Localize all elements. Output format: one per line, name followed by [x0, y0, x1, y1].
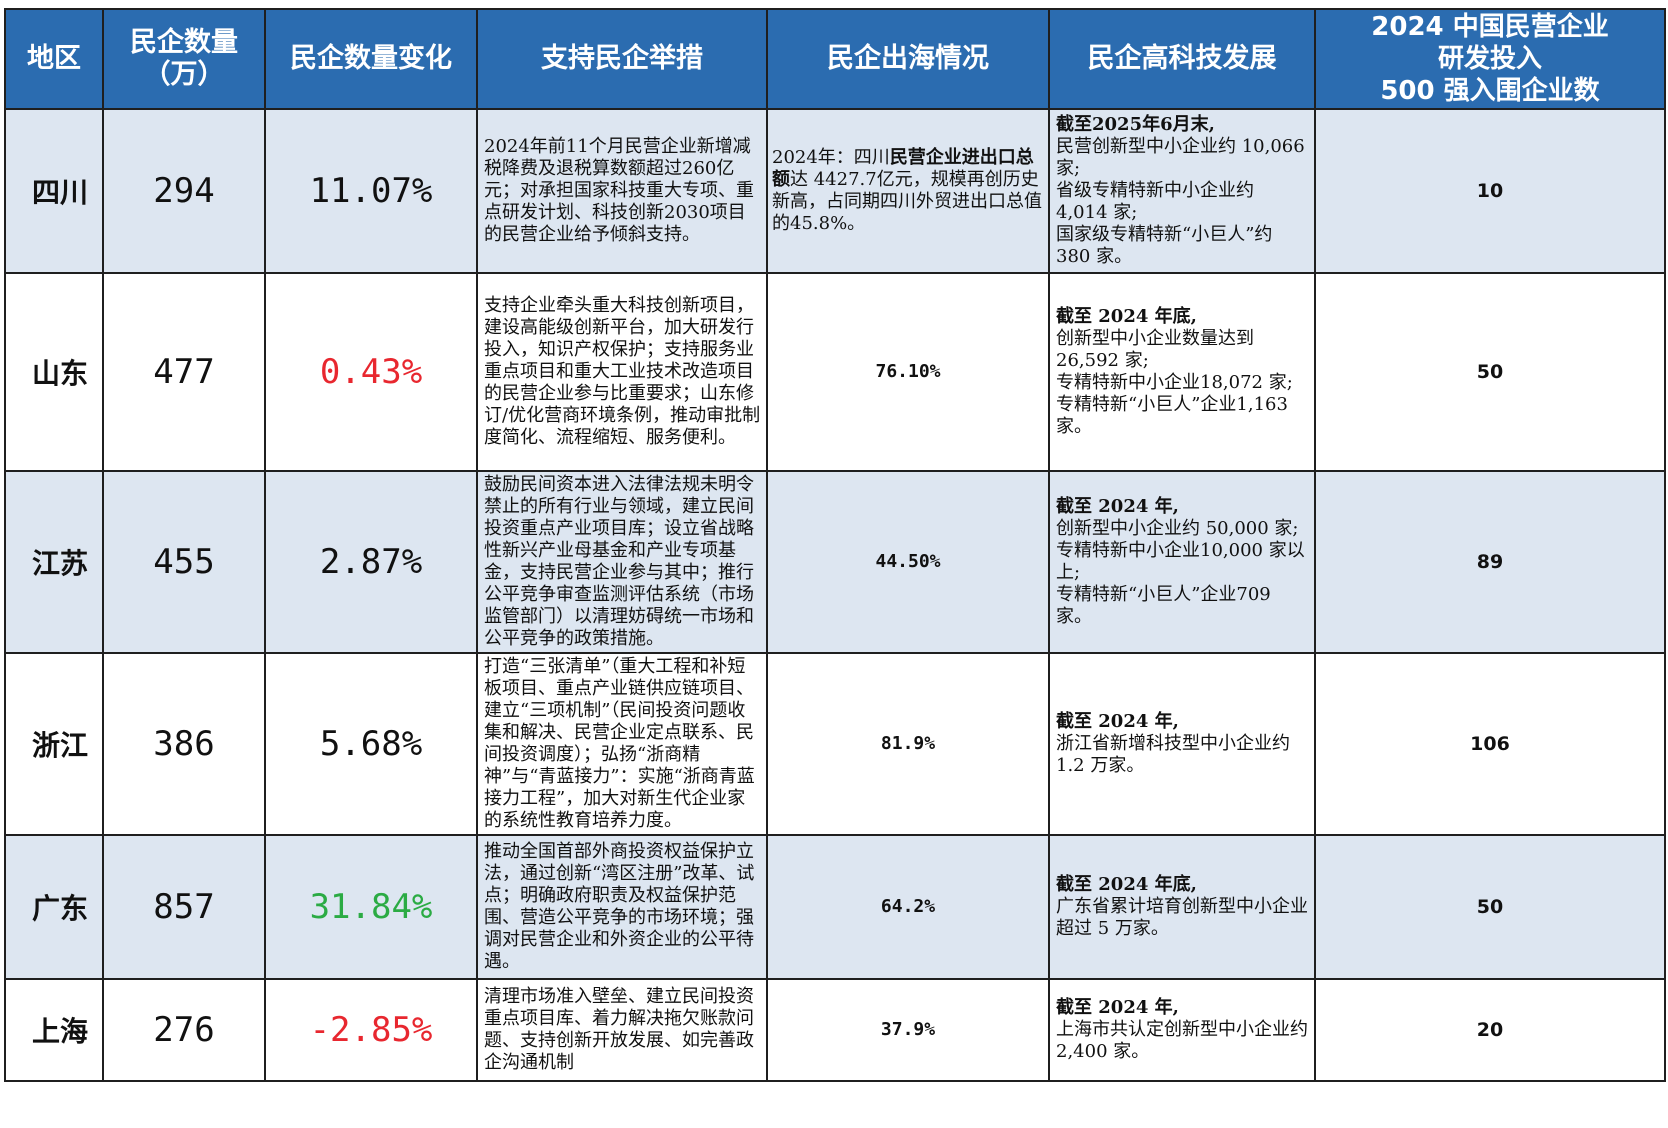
col-header-change: 民企数量变化 [264, 8, 478, 110]
change-cell: 5.68% [264, 652, 478, 836]
hightech-line: 专精特新“小巨人”企业709 家。 [1056, 584, 1271, 627]
col-header-count: 民企数量 （万） [102, 8, 266, 110]
overseas-text-c: 达 4427.7亿元，规模再创历史新高，占同期四川外贸进出口总值的45.8%。 [772, 169, 1042, 234]
top500-cell: 20 [1314, 978, 1666, 1082]
overseas-cell: 44.50% [766, 470, 1050, 654]
hightech-cell: 截至2025年6月末, 民营创新型中小企业约 10,066 家; 省级专精特新中… [1048, 108, 1316, 274]
region-cell: 上海 [4, 978, 104, 1082]
table-row: 江苏 455 2.87% 鼓励民间资本进入法律法规未明令禁止的所有行业与领域，建… [4, 470, 1666, 654]
top500-cell: 106 [1314, 652, 1666, 836]
top500-cell: 50 [1314, 272, 1666, 472]
region-cell: 江苏 [4, 470, 104, 654]
table-row: 四川 294 11.07% 2024年前11个月民营企业新增减税降费及退税算数额… [4, 108, 1666, 274]
table-row: 浙江 386 5.68% 打造“三张清单”（重大工程和补短板项目、重点产业链供应… [4, 652, 1666, 836]
count-cell: 455 [102, 470, 266, 654]
hightech-line: 专精特新中小企业18,072 家; [1056, 372, 1293, 393]
hightech-cell: 截至 2024 年, 浙江省新增科技型中小企业约 1.2 万家。 [1048, 652, 1316, 836]
table-row: 上海 276 -2.85% 清理市场准入壁垒、建立民间投资重点项目库、着力解决拖… [4, 978, 1666, 1082]
hightech-line: 浙江省新增科技型中小企业约 1.2 万家。 [1056, 733, 1290, 776]
hightech-line: 上海市共认定创新型中小企业约 2,400 家。 [1056, 1019, 1308, 1062]
count-cell: 276 [102, 978, 266, 1082]
overseas-cell: 76.10% [766, 272, 1050, 472]
measures-cell: 鼓励民间资本进入法律法规未明令禁止的所有行业与领域，建立民间投资重点产业项目库；… [476, 470, 768, 654]
top500-cell: 10 [1314, 108, 1666, 274]
region-cell: 四川 [4, 108, 104, 274]
hightech-line: 专精特新中小企业10,000 家以上; [1056, 540, 1305, 583]
overseas-cell: 37.9% [766, 978, 1050, 1082]
hightech-line: 国家级专精特新“小巨人”约 380 家。 [1056, 224, 1273, 267]
table-wrapper: 地区 民企数量 （万） 民企数量变化 支持民企举措 民企出海情况 民企高科技发展 … [4, 8, 1666, 1082]
top500-cell: 89 [1314, 470, 1666, 654]
header-row: 地区 民企数量 （万） 民企数量变化 支持民企举措 民企出海情况 民企高科技发展 … [4, 8, 1666, 110]
col-header-hightech: 民企高科技发展 [1048, 8, 1316, 110]
col-header-top500: 2024 中国民营企业 研发投入 500 强入围企业数 [1314, 8, 1666, 110]
col-header-region: 地区 [4, 8, 104, 110]
hightech-lead: 截至 2024 年, [1056, 496, 1179, 517]
change-cell: 11.07% [264, 108, 478, 274]
measures-cell: 支持企业牵头重大科技创新项目，建设高能级创新平台，加大研发行投入，知识产权保护；… [476, 272, 768, 472]
top500-cell: 50 [1314, 834, 1666, 980]
change-cell: 31.84% [264, 834, 478, 980]
hightech-lead: 截至2025年6月末, [1056, 114, 1215, 135]
hightech-line: 创新型中小企业约 50,000 家; [1056, 518, 1299, 539]
hightech-line: 专精特新“小巨人”企业1,163 家。 [1056, 394, 1288, 437]
overseas-cell: 2024年：四川民营企业进出口总额达 4427.7亿元，规模再创历史新高，占同期… [766, 108, 1050, 274]
table-row: 山东 477 0.43% 支持企业牵头重大科技创新项目，建设高能级创新平台，加大… [4, 272, 1666, 472]
hightech-lead: 截至 2024 年底, [1056, 306, 1197, 327]
hightech-lead: 截至 2024 年, [1056, 711, 1179, 732]
hightech-line: 广东省累计培育创新型中小企业超过 5 万家。 [1056, 896, 1308, 939]
hightech-lead: 截至 2024 年, [1056, 997, 1179, 1018]
region-cell: 广东 [4, 834, 104, 980]
hightech-cell: 截至 2024 年底, 广东省累计培育创新型中小企业超过 5 万家。 [1048, 834, 1316, 980]
hightech-lead: 截至 2024 年底, [1056, 874, 1197, 895]
overseas-cell: 64.2% [766, 834, 1050, 980]
overseas-text-a: 2024年：四川 [772, 147, 890, 168]
count-cell: 294 [102, 108, 266, 274]
measures-cell: 2024年前11个月民营企业新增减税降费及退税算数额超过260亿元；对承担国家科… [476, 108, 768, 274]
measures-cell: 清理市场准入壁垒、建立民间投资重点项目库、着力解决拖欠账款问题、支持创新开放发展… [476, 978, 768, 1082]
count-cell: 857 [102, 834, 266, 980]
change-cell: -2.85% [264, 978, 478, 1082]
change-cell: 2.87% [264, 470, 478, 654]
hightech-cell: 截至 2024 年, 创新型中小企业约 50,000 家; 专精特新中小企业10… [1048, 470, 1316, 654]
count-cell: 386 [102, 652, 266, 836]
measures-cell: 推动全国首部外商投资权益保护立法，通过创新“湾区注册”改革、试点；明确政府职责及… [476, 834, 768, 980]
count-cell: 477 [102, 272, 266, 472]
change-cell: 0.43% [264, 272, 478, 472]
overseas-text-bold: 民营企业进出口总额 [772, 147, 1034, 190]
col-header-overseas: 民企出海情况 [766, 8, 1050, 110]
overseas-cell: 81.9% [766, 652, 1050, 836]
private-enterprise-table: 地区 民企数量 （万） 民企数量变化 支持民企举措 民企出海情况 民企高科技发展 … [4, 8, 1666, 1082]
region-cell: 山东 [4, 272, 104, 472]
hightech-line: 民营创新型中小企业约 10,066 家; [1056, 136, 1305, 179]
hightech-line: 省级专精特新中小企业约 4,014 家; [1056, 180, 1254, 223]
measures-cell: 打造“三张清单”（重大工程和补短板项目、重点产业链供应链项目、建立“三项机制”（… [476, 652, 768, 836]
table-row: 广东 857 31.84% 推动全国首部外商投资权益保护立法，通过创新“湾区注册… [4, 834, 1666, 980]
col-header-measures: 支持民企举措 [476, 8, 768, 110]
hightech-line: 创新型中小企业数量达到 26,592 家; [1056, 328, 1254, 371]
hightech-cell: 截至 2024 年, 上海市共认定创新型中小企业约 2,400 家。 [1048, 978, 1316, 1082]
hightech-cell: 截至 2024 年底, 创新型中小企业数量达到 26,592 家; 专精特新中小… [1048, 272, 1316, 472]
region-cell: 浙江 [4, 652, 104, 836]
